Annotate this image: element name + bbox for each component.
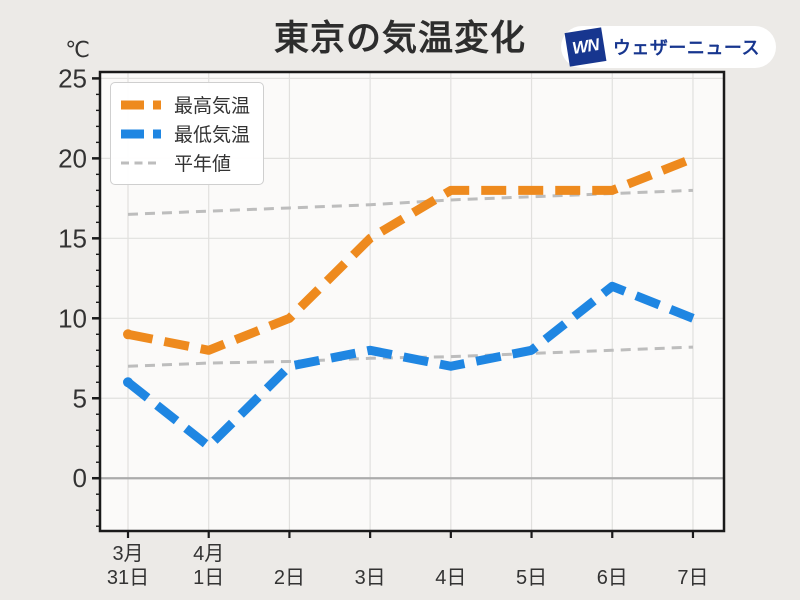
y-tick-label: 5 — [73, 383, 87, 413]
chart-title: 東京の気温変化 — [273, 19, 526, 58]
x-tick-label: 3月 — [112, 543, 143, 565]
normal-min-line — [127, 345, 694, 368]
y-tick-label: 20 — [58, 143, 87, 173]
y-tick-label: 15 — [58, 223, 87, 253]
normal-max-line — [127, 188, 694, 216]
legend-label-normal: 平年値 — [174, 154, 232, 175]
max-temp-start-dot — [123, 329, 133, 340]
x-tick-label: 4月 — [193, 543, 224, 565]
x-tick-label: 1日 — [193, 567, 224, 589]
wn-logo-mark-icon: WN — [564, 27, 607, 67]
x-tick-label: 31日 — [107, 567, 149, 589]
x-tick-label: 5日 — [516, 567, 547, 589]
min-temp-line — [125, 281, 695, 451]
min-temp-swatch-icon — [121, 129, 161, 138]
min-temp-start-dot — [123, 377, 133, 388]
legend-label-min-temp: 最低気温 — [174, 125, 251, 146]
weathernews-logo: WN ウェザーニュース — [560, 26, 776, 68]
legend-item-min-temp: 最低気温 — [121, 119, 253, 148]
x-tick-label: 4日 — [435, 567, 466, 589]
y-tick-label: 0 — [73, 463, 87, 493]
x-tick-label: 2日 — [274, 567, 305, 589]
plot-border — [98, 70, 726, 533]
normal-swatch-icon — [121, 161, 161, 164]
y-axis-unit-label: ℃ — [65, 37, 90, 62]
legend: 最高気温 最低気温 平年値 — [110, 82, 264, 185]
x-tick-label: 3日 — [355, 567, 386, 589]
max-temp-swatch-icon — [121, 100, 161, 109]
x-tick-label: 7日 — [677, 567, 708, 589]
legend-item-normal: 平年値 — [121, 148, 253, 177]
x-tick-label: 6日 — [597, 567, 628, 589]
y-tick-label: 10 — [58, 303, 87, 333]
legend-item-max-temp: 最高気温 — [121, 90, 253, 119]
max-temp-line — [127, 154, 695, 355]
y-tick-label: 25 — [58, 63, 87, 93]
wn-logo-text: ウェザーニュース — [612, 38, 760, 58]
legend-label-max-temp: 最高気温 — [174, 96, 251, 117]
